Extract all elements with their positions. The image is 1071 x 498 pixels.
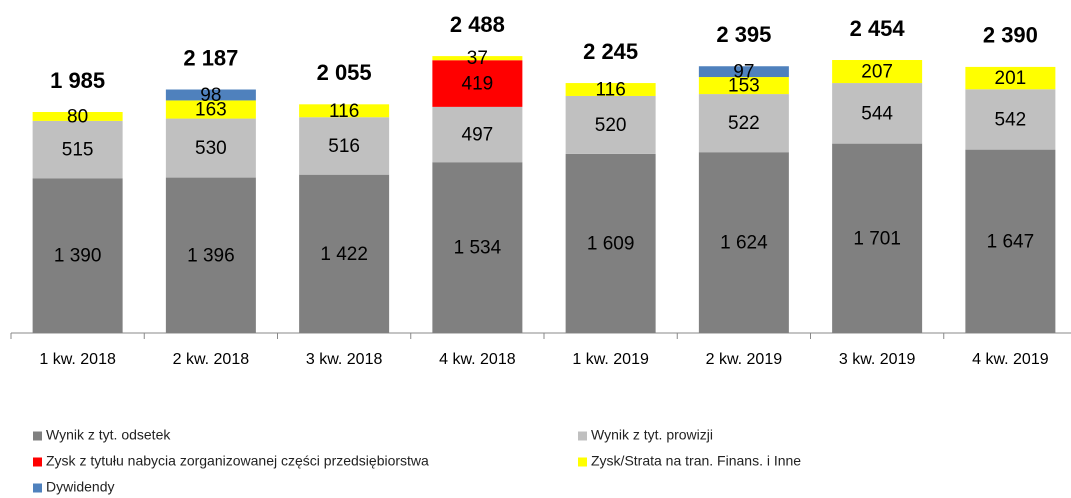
legend-swatch	[33, 483, 42, 493]
legend-swatch	[33, 457, 42, 467]
bar-segment	[832, 60, 923, 84]
data-label: 515	[62, 140, 94, 161]
legend-swatch	[578, 431, 587, 441]
total-label: 1 985	[50, 68, 105, 93]
data-label: 80	[67, 106, 88, 127]
data-label: 1 396	[187, 245, 235, 266]
bar-segment	[299, 117, 390, 175]
bar-segment	[32, 120, 123, 179]
legend-swatch	[33, 431, 42, 441]
legend-label: Zysk/Strata na tran. Finans. i Inne	[591, 453, 801, 469]
bar-segment	[165, 177, 256, 333]
x-tick-label: 2 kw. 2019	[706, 351, 783, 368]
total-label: 2 488	[450, 12, 505, 37]
bar-segment	[965, 89, 1056, 150]
bar-segment	[565, 83, 656, 96]
data-label: 98	[200, 85, 221, 106]
bar-segment	[432, 106, 523, 163]
bar-segment	[32, 178, 123, 333]
data-label: 153	[728, 76, 760, 97]
data-label: 201	[995, 68, 1027, 89]
x-tick-label: 3 kw. 2019	[839, 351, 916, 368]
legend-label: Zysk z tytułu nabycia zorganizowanej czę…	[46, 453, 429, 469]
total-label: 2 454	[850, 16, 906, 41]
bar-segment	[965, 149, 1056, 333]
total-label: 2 390	[983, 23, 1038, 48]
data-label: 419	[462, 74, 494, 95]
bar-segment	[965, 66, 1056, 90]
bar-segment	[832, 143, 923, 333]
bar-segment	[32, 112, 123, 121]
legend-label: Wynik z tyt. odsetek	[46, 427, 171, 443]
data-label: 522	[728, 113, 760, 134]
data-label: 1 624	[720, 233, 768, 254]
x-tick-label: 4 kw. 2018	[439, 351, 516, 368]
total-label: 2 187	[183, 45, 238, 70]
data-label: 1 609	[587, 233, 635, 254]
data-label: 544	[861, 103, 893, 124]
data-label: 530	[195, 138, 227, 159]
bar-segment	[432, 60, 523, 107]
data-label: 497	[462, 125, 494, 146]
data-label: 1 390	[54, 246, 102, 267]
data-label: 97	[733, 62, 754, 83]
x-tick-label: 3 kw. 2018	[306, 351, 383, 368]
total-label: 2 245	[583, 39, 638, 64]
bar-segment	[698, 94, 789, 153]
data-label: 207	[861, 62, 893, 83]
bar-segment	[299, 174, 390, 333]
legend-swatch	[578, 457, 587, 467]
data-label: 116	[595, 80, 625, 101]
bar-segment	[299, 104, 390, 118]
data-label: 163	[195, 100, 227, 121]
bar-segment	[165, 118, 256, 178]
bar-segment	[432, 162, 523, 333]
data-label: 516	[328, 136, 360, 157]
data-label: 116	[329, 101, 359, 122]
data-label: 542	[995, 109, 1027, 130]
data-label: 1 422	[320, 244, 368, 265]
bar-segment	[565, 153, 656, 333]
x-tick-label: 1 kw. 2019	[572, 351, 649, 368]
bar-segment	[165, 100, 256, 119]
bar-segment	[832, 83, 923, 144]
data-label: 1 534	[454, 238, 502, 259]
x-tick-label: 2 kw. 2018	[173, 351, 250, 368]
data-label: 1 647	[987, 231, 1035, 252]
bar-segment	[698, 66, 789, 78]
bar-segment	[432, 56, 523, 61]
legend-label: Dywidendy	[46, 479, 114, 495]
bar-segment	[698, 77, 789, 95]
data-label: 520	[595, 115, 627, 136]
data-label: 37	[467, 48, 488, 69]
data-label: 1 701	[853, 228, 901, 249]
x-tick-label: 4 kw. 2019	[972, 351, 1049, 368]
total-label: 2 055	[317, 60, 372, 85]
bar-segment	[165, 89, 256, 101]
legend-label: Wynik z tyt. prowizji	[591, 427, 713, 443]
bar-segment	[565, 95, 656, 154]
x-tick-label: 1 kw. 2018	[39, 351, 116, 368]
total-label: 2 395	[716, 22, 771, 47]
bar-segment	[698, 152, 789, 333]
